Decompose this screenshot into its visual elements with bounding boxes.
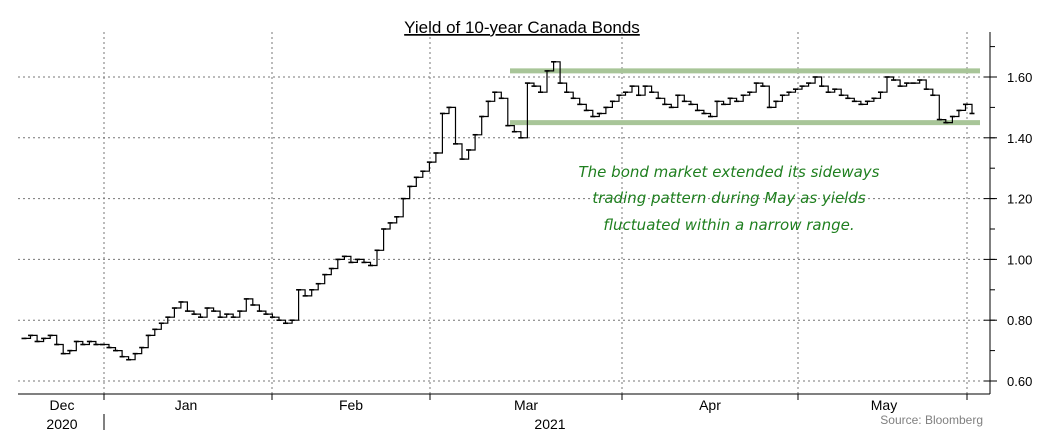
annotation-line-2: trading pattern during May as yields bbox=[592, 189, 866, 207]
x-year-label: 2021 bbox=[534, 416, 565, 432]
series-line bbox=[24, 61, 973, 361]
y-tick-label: 0.80 bbox=[1007, 313, 1032, 328]
y-axis: 0.60 0.80 1.00 1.20 1.40 1.60 bbox=[984, 32, 1032, 394]
y-tick-label: 1.40 bbox=[1007, 131, 1032, 146]
chart-title: Yield of 10-year Canada Bonds bbox=[404, 18, 640, 37]
annotation-line-1: The bond market extended its sideways bbox=[579, 163, 880, 181]
y-tick-label: 1.60 bbox=[1007, 70, 1032, 85]
x-month-label: Apr bbox=[699, 397, 721, 413]
x-month-label: Jan bbox=[175, 397, 198, 413]
gridlines bbox=[18, 32, 988, 394]
y-tick-label: 0.60 bbox=[1007, 374, 1032, 389]
x-year-label: 2020 bbox=[46, 416, 77, 432]
source-label: Source: Bloomberg bbox=[880, 413, 983, 427]
x-month-label: Feb bbox=[339, 397, 363, 413]
x-month-label: Dec bbox=[50, 397, 75, 413]
x-month-label: May bbox=[871, 397, 897, 413]
annotation-line-3: fluctuated within a narrow range. bbox=[603, 216, 854, 234]
y-tick-label: 1.20 bbox=[1007, 192, 1032, 207]
price-line bbox=[21, 60, 975, 361]
range-bands bbox=[510, 68, 980, 126]
x-month-label: Mar bbox=[514, 397, 538, 413]
x-axis: Dec Jan Feb Mar Apr May 2020 2021 bbox=[18, 393, 990, 432]
y-tick-label: 1.00 bbox=[1007, 252, 1032, 267]
